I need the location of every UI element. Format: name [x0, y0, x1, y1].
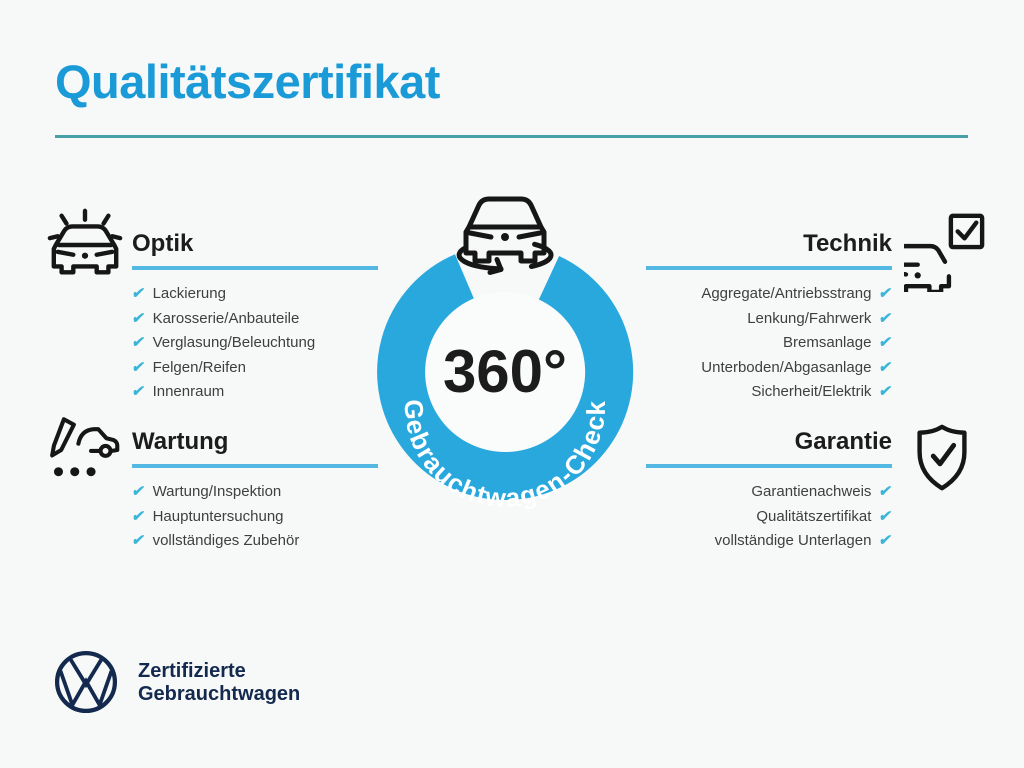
check-icon: ✔ [130, 334, 147, 351]
section-technik-list: Aggregate/Antriebsstrang ✔ Lenkung/Fahrwer… [646, 282, 894, 405]
badge-ring [377, 254, 634, 500]
check-icon: ✔ [878, 532, 894, 549]
badge-inner-circle [425, 292, 585, 452]
section-wartung-title: Wartung [132, 428, 378, 468]
checklist-item-label: Hauptuntersuchung [152, 507, 284, 525]
checklist-item: ✔ Verglasung/Beleuchtung [130, 331, 378, 356]
check-icon: ✔ [878, 383, 894, 400]
checklist-item-label: Unterboden/Abgasanlage [701, 358, 872, 376]
checklist-item: Sicherheit/Elektrik ✔ [646, 380, 894, 405]
rotating-car-icon [456, 196, 554, 275]
checklist-item-label: vollständige Unterlagen [714, 532, 872, 549]
check-icon: ✔ [130, 532, 147, 549]
checklist-item: ✔ Karosserie/Anbauteile [130, 307, 378, 332]
checklist-item-label: Verglasung/Beleuchtung [152, 334, 316, 351]
section-optik-title: Optik [132, 230, 378, 270]
car-checkbox-icon [904, 213, 985, 292]
checklist-item: ✔ Innenraum [130, 380, 378, 405]
title-divider [55, 135, 968, 138]
check-icon: ✔ [878, 483, 894, 500]
section-technik-title: Technik [646, 230, 892, 270]
checklist-item: ✔ Lackierung [130, 282, 378, 307]
checklist-item-label: Sicherheit/Elektrik [751, 383, 872, 400]
checklist-item: Garantienachweis ✔ [646, 480, 894, 505]
check-icon: ✔ [130, 358, 147, 376]
section-garantie: Garantie Garantienachweis ✔ Qualitätszerti… [646, 428, 894, 554]
checklist-item-label: Felgen/Reifen [152, 358, 246, 376]
checklist-item: vollständige Unterlagen ✔ [646, 529, 894, 554]
checklist-item: Lenkung/Fahrwerk ✔ [646, 307, 894, 332]
checklist-item: ✔ Hauptuntersuchung [130, 505, 378, 530]
check-icon: ✔ [130, 483, 147, 500]
checklist-item-label: Karosserie/Anbauteile [152, 309, 300, 327]
check-icon: ✔ [878, 285, 894, 302]
checklist-item-label: Garantienachweis [751, 483, 872, 500]
checklist-item-label: Bremsanlage [783, 334, 872, 351]
section-wartung-list: ✔ Wartung/Inspektion ✔ Hauptuntersuchung ✔ vo… [130, 480, 378, 554]
checklist-item: ✔ Felgen/Reifen [130, 356, 378, 381]
section-optik-list: ✔ Lackierung ✔ Karosserie/Anbauteile ✔ Vergla… [130, 282, 378, 405]
check-icon: ✔ [130, 285, 147, 302]
checklist-item: Bremsanlage ✔ [646, 331, 894, 356]
footer-claim-line1: Zertifizierte [138, 660, 246, 682]
section-garantie-title: Garantie [646, 428, 892, 468]
check-icon: ✔ [130, 507, 147, 525]
check-icon: ✔ [878, 507, 894, 525]
checklist-item-label: Innenraum [152, 383, 225, 400]
checklist-item-label: Qualitätszertifikat [756, 507, 872, 525]
checklist-item: Unterboden/Abgasanlage ✔ [646, 356, 894, 381]
check-icon: ✔ [878, 334, 894, 351]
checklist-item-label: Wartung/Inspektion [152, 483, 282, 500]
check-icon: ✔ [878, 358, 894, 376]
checklist-item: Aggregate/Antriebsstrang ✔ [646, 282, 894, 307]
checklist-item-label: vollständiges Zubehör [152, 532, 300, 549]
badge-degrees: 360° [443, 338, 567, 405]
car-shine-icon [47, 208, 123, 275]
footer-claim: Zertifizierte Gebrauchtwagen [138, 660, 300, 706]
section-garantie-list: Garantienachweis ✔ Qualitätszertifikat ✔ vol… [646, 480, 894, 554]
checklist-item: ✔ vollständiges Zubehör [130, 529, 378, 554]
check-icon: ✔ [130, 383, 147, 400]
section-optik: Optik ✔ Lackierung ✔ Karosserie/Anbauteile ✔… [130, 230, 378, 405]
footer-claim-line2: Gebrauchtwagen [138, 683, 301, 705]
pencil-car-icon [50, 417, 120, 477]
vw-logo [54, 650, 118, 714]
check-icon: ✔ [878, 309, 894, 327]
360-check-badge: Gebrauchtwagen-Check 360° [377, 196, 634, 513]
checklist-item-label: Lackierung [152, 285, 226, 302]
page-title: Qualitätszertifikat [55, 55, 440, 108]
shield-check-icon [917, 424, 967, 491]
section-wartung: Wartung ✔ Wartung/Inspektion ✔ Hauptuntersu… [130, 428, 378, 554]
check-icon: ✔ [130, 309, 147, 327]
checklist-item: ✔ Wartung/Inspektion [130, 480, 378, 505]
checklist-item-label: Aggregate/Antriebsstrang [701, 285, 872, 302]
checklist-item: Qualitätszertifikat ✔ [646, 505, 894, 530]
checklist-item-label: Lenkung/Fahrwerk [747, 309, 872, 327]
section-technik: Technik Aggregate/Antriebsstrang ✔ Lenkung… [646, 230, 894, 405]
